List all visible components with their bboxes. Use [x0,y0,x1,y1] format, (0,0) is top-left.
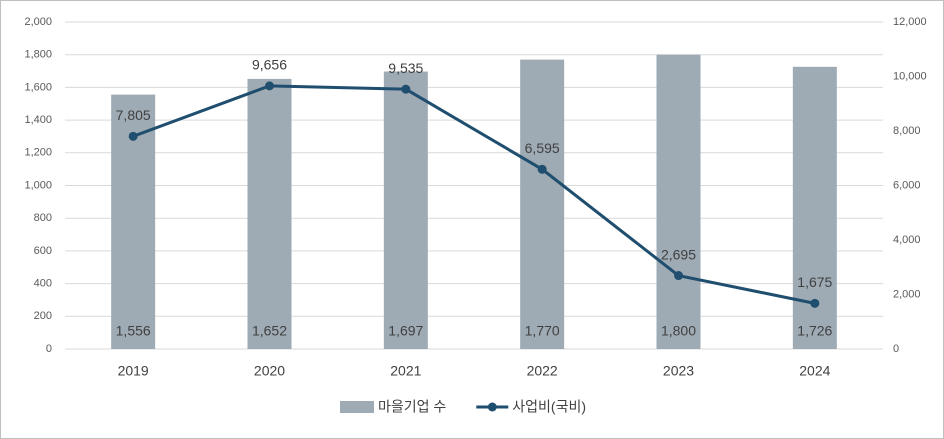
line-marker [128,131,138,141]
y-tick-label: 1,600 [24,81,52,93]
y-tick-label: 1,200 [24,147,52,159]
y-tick-label: 800 [34,212,52,224]
line-marker [401,84,411,94]
y-tick-label: 0 [46,343,52,355]
data-label: 9,656 [252,57,287,73]
x-tick-label: 2019 [118,363,149,379]
line-marker [537,164,547,174]
data-label: 7,805 [116,107,151,123]
data-label: 1,800 [661,323,696,339]
legend-swatch [340,401,374,413]
x-tick-label: 2023 [663,363,694,379]
legend-label: 사업비(국비) [512,399,586,415]
x-tick-label: 2020 [254,363,285,379]
y2-tick-label: 0 [893,343,899,355]
data-label: 1,652 [252,323,287,339]
line-marker [810,298,820,308]
legend-swatch-marker [487,402,497,412]
y-tick-label: 1,800 [24,49,52,61]
legend-label: 마을기업 수 [378,399,446,415]
data-label: 9,535 [388,60,423,76]
data-label: 2,695 [661,246,696,262]
y2-tick-label: 4,000 [893,234,921,246]
x-tick-label: 2024 [799,363,830,379]
bar [247,78,292,349]
y2-tick-label: 12,000 [893,16,927,28]
data-label: 1,697 [388,323,423,339]
line-marker [265,81,274,91]
y-tick-label: 600 [34,245,52,257]
line-marker [674,271,683,281]
x-tick-label: 2021 [390,363,421,379]
y-tick-label: 200 [34,310,52,322]
data-label: 1,675 [797,274,832,290]
data-label: 6,595 [525,140,560,156]
bar [383,71,428,349]
data-label: 1,726 [797,323,832,339]
y-tick-label: 1,000 [24,179,52,191]
bar [656,54,701,349]
y2-tick-label: 6,000 [893,179,921,191]
y2-tick-label: 8,000 [893,125,921,137]
y-tick-label: 1,400 [24,114,52,126]
y-tick-label: 400 [34,278,52,290]
bar [520,59,565,349]
data-label: 1,556 [116,323,151,339]
x-tick-label: 2022 [527,363,558,379]
y2-tick-label: 2,000 [893,288,921,300]
y-tick-label: 2,000 [24,16,52,28]
line [132,84,816,305]
data-label: 1,770 [525,323,560,339]
y2-tick-label: 10,000 [893,70,927,82]
